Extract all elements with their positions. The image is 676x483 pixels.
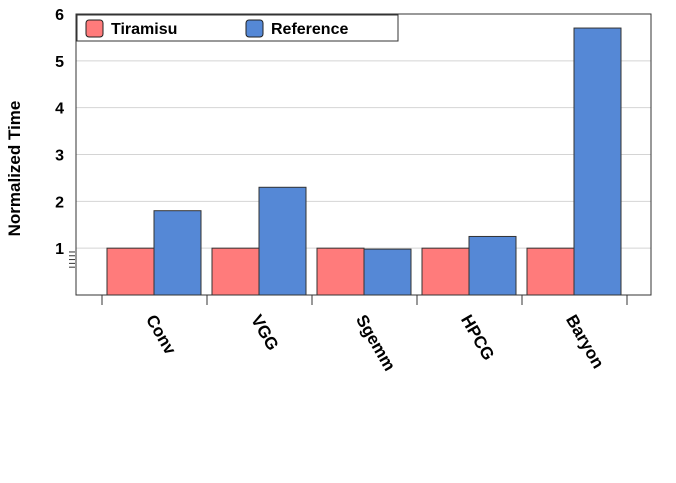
x-tick-label: VGG (247, 312, 282, 354)
legend-label-reference: Reference (271, 21, 348, 38)
x-axis: Conv VGG Sgemm HPCG Baryon (101, 295, 628, 375)
y-axis: 1 2 3 4 5 6 (55, 7, 75, 268)
bar-tiramisu-vgg (211, 247, 260, 296)
y-tick-label: 3 (55, 148, 64, 165)
y-tick-label: 6 (55, 7, 64, 24)
bar-reference-vgg (258, 186, 307, 296)
y-tick-label: 1 (55, 241, 64, 258)
bar-reference-hpcg (468, 235, 517, 296)
bar-reference-conv (153, 210, 202, 296)
legend-swatch-reference (245, 19, 264, 38)
bar-reference-sgemm (363, 248, 412, 296)
bars (106, 27, 622, 296)
x-tick-label: HPCG (457, 312, 498, 364)
y-tick-label: 5 (55, 54, 64, 71)
bar-tiramisu-sgemm (316, 247, 365, 296)
y-axis-title: Normalized Time (5, 101, 24, 237)
y-tick-label: 2 (55, 194, 64, 211)
x-tick-label: Baryon (562, 312, 608, 372)
legend-box (76, 14, 399, 42)
bar-reference-baryon (573, 27, 622, 296)
plot-frame (75, 13, 652, 296)
legend-label-tiramisu: Tiramisu (111, 21, 177, 38)
bar-tiramisu-baryon (526, 247, 575, 296)
legend: Tiramisu Reference (76, 14, 399, 42)
y-tick-label: 4 (55, 101, 64, 118)
x-tick-label: Sgemm (352, 312, 399, 375)
legend-swatch-tiramisu (85, 19, 104, 38)
bar-tiramisu-hpcg (421, 247, 470, 296)
x-tick-label: Conv (142, 312, 180, 359)
bar-tiramisu-conv (106, 247, 155, 296)
